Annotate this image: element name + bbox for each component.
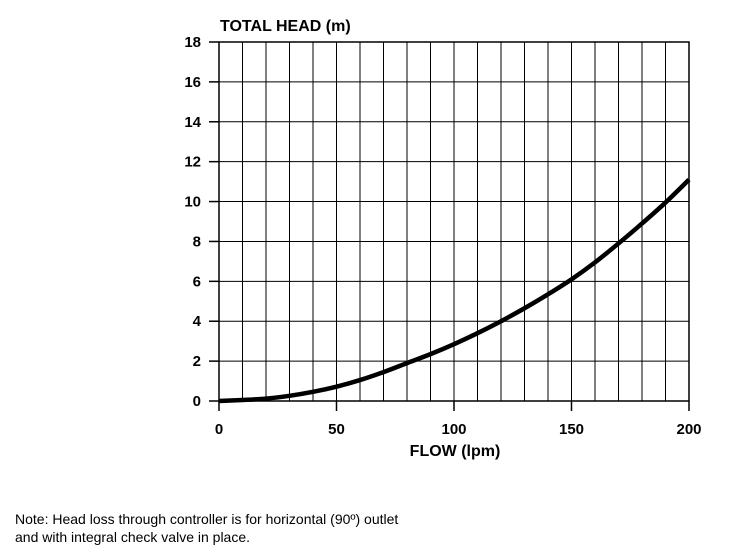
y-tick-label: 8 — [193, 233, 201, 250]
y-tick-label: 4 — [193, 313, 202, 330]
y-tick-label: 18 — [184, 34, 201, 51]
note-line-1: Note: Head loss through controller is fo… — [15, 511, 399, 527]
x-axis-label: FLOW (lpm) — [410, 443, 501, 460]
note-line-2: and with integral check valve in place. — [15, 529, 251, 545]
head-loss-chart: 0 2 4 6 8 10 12 14 16 18 0 50 100 150 200 TOTAL HEAD … — [184, 18, 702, 460]
y-tick-label: 6 — [193, 273, 201, 290]
x-tick-label: 150 — [559, 421, 584, 438]
head-loss-curve — [218, 178, 691, 404]
x-tick-label: 200 — [676, 421, 701, 438]
x-tick-label: 0 — [215, 421, 223, 438]
y-tick-label: 2 — [193, 353, 201, 370]
x-tick-label: 50 — [328, 421, 345, 438]
chart-grid — [219, 42, 689, 401]
y-tick-label: 0 — [193, 393, 201, 410]
y-tick-label: 12 — [184, 154, 201, 171]
y-tick-label: 16 — [184, 74, 201, 91]
x-tick-label: 100 — [441, 421, 466, 438]
y-axis-ticks: 0 2 4 6 8 10 12 14 16 18 — [184, 34, 219, 410]
chart-note: Note: Head loss through controller is fo… — [15, 510, 398, 546]
y-tick-label: 10 — [184, 194, 201, 211]
y-tick-label: 14 — [184, 114, 201, 131]
series-layer — [218, 178, 691, 404]
y-axis-label: TOTAL HEAD (m) — [220, 18, 351, 35]
x-axis-ticks: 0 50 100 150 200 — [215, 401, 702, 438]
